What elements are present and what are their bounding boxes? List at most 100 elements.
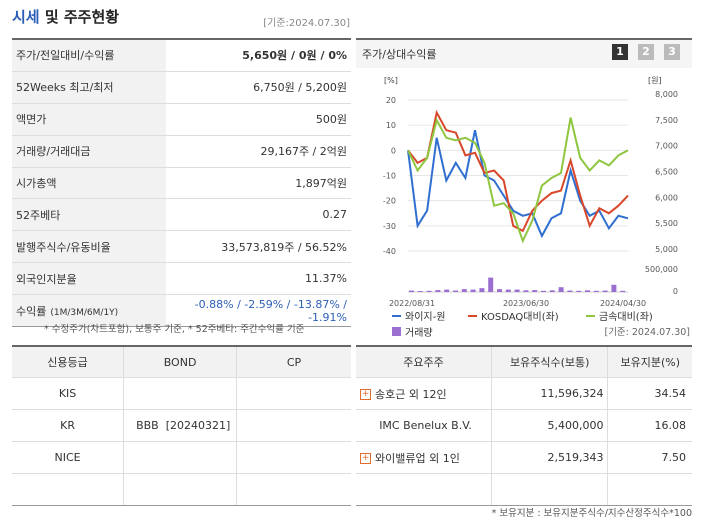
relative-return-chart: [%] [원] 20 10 0 -10 -20 -30 -40 8,000 7,500 7,000 6,… [383,76,678,339]
table-row: + 와이밸류업 외 1인 2,519,343 7.50 [356,441,692,474]
expand-plus-icon[interactable]: + [360,389,371,400]
y-left-unit: [%] [384,76,398,85]
info-label-text: 액면가 [16,113,47,127]
holder-name-cell: IMC Benelux B.V. [356,409,492,442]
volume-bar [435,290,441,292]
holder-name-cell [356,473,492,506]
holder-percent: 7.50 [607,441,692,474]
info-value-bold: 5,650원 [242,49,288,63]
info-label: 52Weeks 최고/최저 [12,71,166,104]
info-label-text: 수익률 [16,304,47,318]
holder-name-cell: + 와이밸류업 외 1인 [356,441,492,474]
holders-header-cell: 보유주식수(보통) [491,345,608,378]
y-left-tick-label: 0 [391,146,396,155]
chart-page-2-button[interactable]: 2 [638,44,654,60]
volume-bar [514,289,520,292]
chart-header: 주가/상대수익률 1 2 3 [356,38,692,68]
volume-bar [497,289,502,292]
header-date: [기준:2024.07.30] [263,18,350,29]
info-label-text: 52Weeks 최고/최저 [16,81,114,95]
info-value: 0.27 [166,198,351,232]
credit-cell: BBB [20240321] [123,409,237,442]
info-value: 33,573,819주 / 56.52% [166,230,351,264]
info-value-rest: / 0원 / 0% [287,49,347,63]
holder-percent: 34.54 [607,377,692,410]
table-row [12,473,351,506]
legend-label: 와이지-원 [405,311,445,323]
info-value: 6,750원 / 5,200원 [166,71,351,104]
credit-cell [236,377,351,410]
volume-bar [488,277,494,292]
volume-bar [549,290,555,292]
holder-name[interactable]: 송호근 외 12인 [375,387,447,401]
credit-cell: NICE [12,441,124,474]
chart-page-3-button[interactable]: 3 [664,44,680,60]
table-row: KR BBB [20240321] [12,409,351,442]
x-tick-label: 2022/08/31 [389,299,435,308]
info-row: 수익률 (1M/3M/6M/1Y) -0.88% / -2.59% / -13.87… [12,294,351,328]
credit-header-cell: CP [236,345,351,378]
credit-header-cell: BOND [123,345,237,378]
info-value: 29,167주 / 2억원 [166,135,351,168]
credit-cell [12,473,124,506]
info-label-text: 외국인지분율 [16,272,77,286]
footnote-bottom: * 보유지분 : 보유지분주식수/지수산정주식수*100 [491,508,692,519]
volume-bar [620,290,626,292]
info-value-text: 1,897억원 [295,177,347,190]
table-row: + 송호근 외 12인 11,596,324 34.54 [356,377,692,410]
holder-shares [491,473,608,506]
holder-percent [607,473,692,506]
info-value: 500원 [166,103,351,136]
chart-header-label: 주가/상대수익률 [362,48,437,61]
info-row: 외국인지분율 11.37% [12,262,351,296]
y-left-tick-label: 10 [386,121,396,130]
volume-bar [585,290,590,292]
info-value: 5,650원 / 0원 / 0% [166,37,351,72]
y-left-tick-label: -10 [383,172,396,181]
holder-name: IMC Benelux B.V. [379,419,472,432]
title-rest: 및 주주현황 [39,8,120,26]
info-value-text: 33,573,819주 / 56.52% [221,240,347,254]
credit-header-cell: 신용등급 [12,345,124,378]
info-label: 52주베타 [12,198,166,232]
table-row: NICE [12,441,351,474]
volume-bar [541,290,546,292]
holder-name-cell: + 송호근 외 12인 [356,377,492,410]
info-label-text: 시가총액 [16,177,57,190]
chart-page-1-button[interactable]: 1 [612,44,628,60]
table-row: KIS [12,377,351,410]
table-row [356,473,692,506]
legend-swatch [392,327,401,336]
volume-bar [461,289,467,292]
expand-plus-icon[interactable]: + [360,453,371,464]
legend-label: 금속대비(좌) [599,311,653,323]
info-row: 거래량/거래대금 29,167주 / 2억원 [12,135,351,168]
info-row: 주가/전일대비/수익률 5,650원 / 0원 / 0% [12,37,351,72]
title-accent: 시세 [12,8,40,26]
volume-bar [479,288,485,292]
x-tick-label: 2023/06/30 [503,299,549,308]
volume-bar [532,290,538,292]
info-row: 52Weeks 최고/최저 6,750원 / 5,200원 [12,71,351,104]
holder-percent: 16.08 [607,409,692,442]
holder-shares: 2,519,343 [491,441,608,474]
volume-tick-label: 0 [673,287,678,296]
y-right-unit: [원] [648,76,662,85]
info-value-text: 0.27 [322,208,348,222]
info-label: 외국인지분율 [12,262,166,296]
holders-header-cell: 보유지분(%) [607,345,692,378]
credit-cell: KIS [12,377,124,410]
y-left-tick-label: 20 [386,96,396,105]
info-label: 발행주식수/유동비율 [12,230,166,264]
y-right-tick-label: 5,500 [655,219,678,228]
y-left-tick-label: -40 [383,247,396,256]
footnote-right: [기준: 2024.07.30] [604,327,690,338]
volume-bar [417,291,423,292]
y-right-tick-label: 8,000 [655,90,678,99]
y-left-tick-label: -20 [383,197,396,206]
info-value-text: -0.88% / -2.59% / -13.87% / -1.91% [194,297,347,324]
info-label: 거래량/거래대금 [12,135,166,168]
footnote-left: * 수정주가(차트포함), 보통주 기준, * 52주베타: 주간수익률 기준 [44,324,305,335]
info-value: -0.88% / -2.59% / -13.87% / -1.91% [166,294,351,328]
holder-name[interactable]: 와이밸류업 외 1인 [375,451,460,465]
